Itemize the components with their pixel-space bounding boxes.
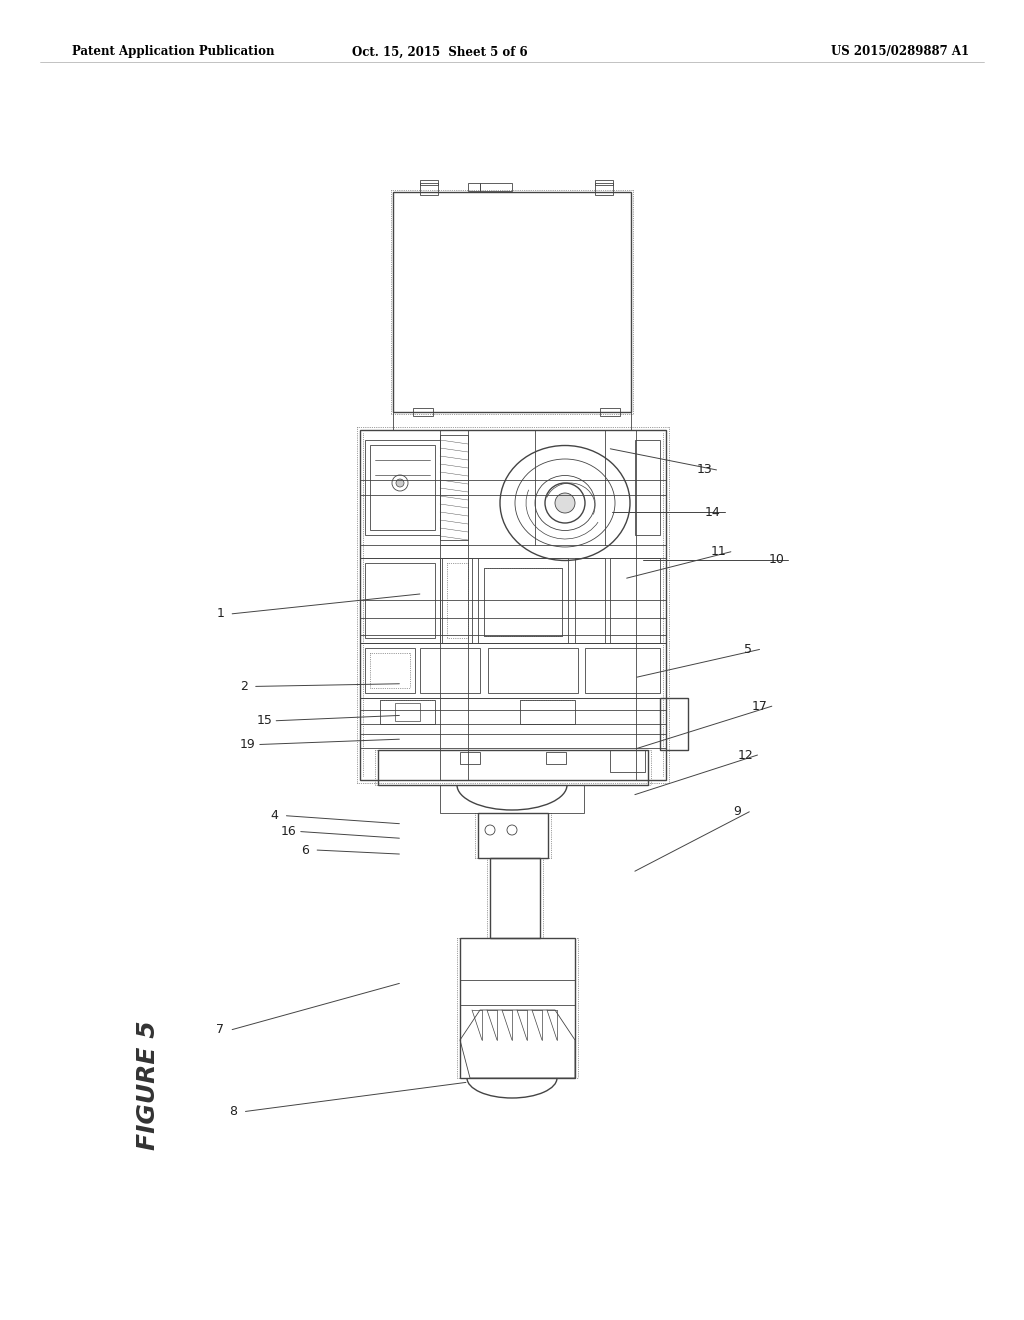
Bar [360, 558, 440, 643]
Text: 8: 8 [229, 1105, 238, 1118]
Bar [595, 180, 613, 185]
Text: 5: 5 [743, 643, 752, 656]
Bar [478, 558, 568, 643]
Text: 13: 13 [696, 463, 713, 477]
Text: 17: 17 [752, 700, 768, 713]
Text: 10: 10 [768, 553, 784, 566]
Bar [378, 750, 648, 785]
Bar [380, 700, 435, 723]
Text: US 2015/0289887 A1: US 2015/0289887 A1 [830, 45, 969, 58]
Text: 16: 16 [281, 825, 297, 838]
Bar [468, 183, 480, 191]
Bar [575, 558, 605, 643]
Bar [585, 648, 660, 693]
Bar [360, 430, 666, 780]
Bar [420, 648, 480, 693]
Bar [365, 440, 440, 535]
Text: 11: 11 [711, 545, 727, 558]
Bar [520, 700, 575, 723]
Circle shape [396, 479, 404, 487]
Bar [610, 750, 645, 772]
Bar [360, 643, 666, 698]
Bar [488, 648, 578, 693]
Bar [484, 568, 562, 636]
Bar [420, 180, 438, 185]
Bar [478, 813, 548, 858]
Bar [413, 408, 433, 416]
Text: 19: 19 [240, 738, 256, 751]
Text: 9: 9 [733, 805, 741, 818]
Bar [660, 698, 688, 750]
Bar [393, 191, 631, 412]
Bar [440, 436, 468, 540]
Bar [420, 183, 438, 195]
Bar [370, 445, 435, 531]
Text: Oct. 15, 2015  Sheet 5 of 6: Oct. 15, 2015 Sheet 5 of 6 [352, 45, 527, 58]
Bar [395, 704, 420, 721]
Bar [460, 939, 575, 1078]
Circle shape [555, 492, 575, 513]
Bar [610, 558, 660, 643]
Text: 2: 2 [240, 680, 248, 693]
Text: 1: 1 [216, 607, 224, 620]
Text: 14: 14 [705, 506, 721, 519]
Bar [490, 858, 540, 939]
Bar [480, 183, 512, 191]
Bar [442, 558, 472, 643]
Bar [595, 183, 613, 195]
Text: Patent Application Publication: Patent Application Publication [72, 45, 274, 58]
Bar [365, 648, 415, 693]
Text: 7: 7 [216, 1023, 224, 1036]
Text: 6: 6 [301, 843, 309, 857]
Bar [365, 564, 435, 638]
Text: FIGURE 5: FIGURE 5 [136, 1020, 160, 1150]
Bar [600, 408, 620, 416]
Text: 15: 15 [256, 714, 272, 727]
Bar [546, 752, 566, 764]
Text: 12: 12 [737, 748, 754, 762]
Bar [460, 752, 480, 764]
Bar [635, 440, 660, 535]
Bar [440, 785, 584, 813]
Text: 4: 4 [270, 809, 279, 822]
